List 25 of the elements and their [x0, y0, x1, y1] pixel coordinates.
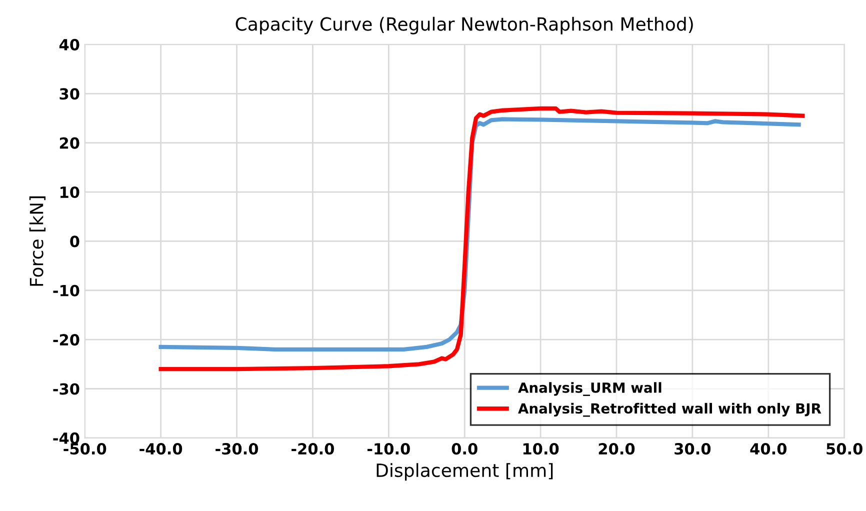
- x-axis-title: Displacement [mm]: [376, 463, 553, 481]
- y-tick-label: 0: [70, 236, 80, 248]
- x-tick-label: 30.0: [674, 443, 711, 455]
- x-tick-label: -10.0: [367, 443, 410, 455]
- y-tick-label: 30: [60, 88, 80, 100]
- x-tick-label: 0.0: [452, 443, 478, 455]
- x-tick-label: 10.0: [523, 443, 559, 455]
- y-tick-label: -10: [53, 284, 80, 296]
- y-tick-label: 10: [60, 186, 80, 198]
- y-tick-label: -20: [53, 334, 80, 346]
- y-axis-title: Force [kN]: [29, 196, 46, 286]
- chart-title: Capacity Curve (Regular Newton-Raphson Method): [236, 16, 693, 34]
- x-tick-label: 50.0: [826, 443, 862, 455]
- x-tick-label: -40.0: [140, 443, 182, 455]
- x-tick-label: -20.0: [292, 443, 334, 455]
- x-tick-label: 20.0: [598, 443, 635, 455]
- legend-label: Analysis_Retrofitted wall with only BJR: [518, 402, 822, 417]
- y-tick-label: -40: [53, 432, 80, 444]
- y-tick-label: 40: [59, 38, 80, 50]
- y-tick-label: 20: [60, 137, 80, 149]
- y-tick-label: -30: [53, 383, 80, 395]
- x-tick-label: 40.0: [750, 443, 787, 455]
- x-tick-label: -50.0: [64, 443, 106, 455]
- x-tick-label: -30.0: [216, 443, 258, 455]
- legend-label: Analysis_URM wall: [518, 382, 662, 396]
